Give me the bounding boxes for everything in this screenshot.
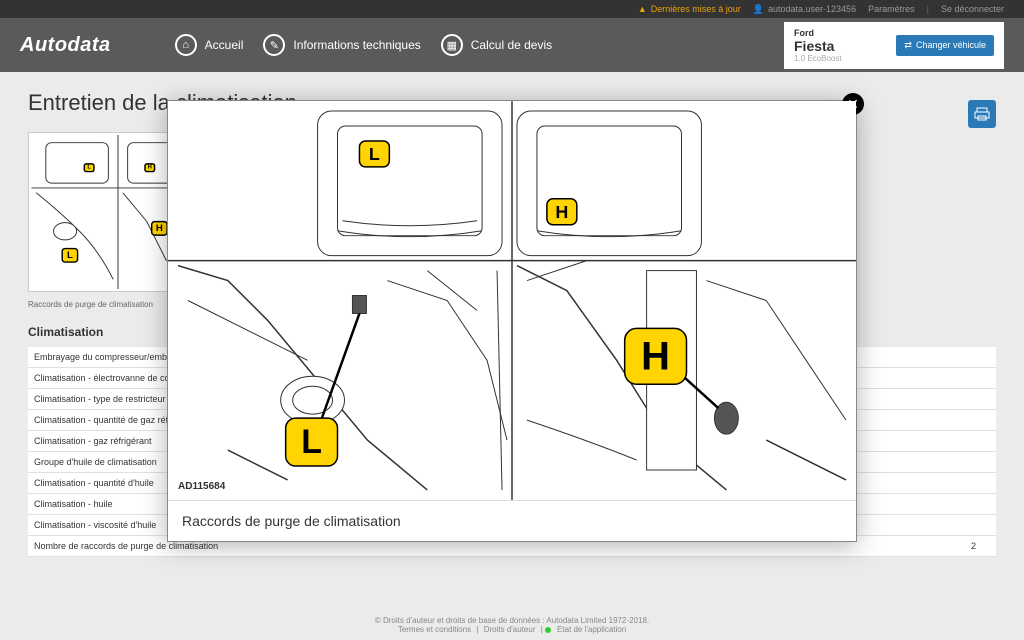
modal-caption: Raccords de purge de climatisation <box>168 501 856 541</box>
svg-text:L: L <box>369 144 380 164</box>
svg-text:L: L <box>301 423 322 461</box>
modal-diagram: L H L H AD115684 <box>168 101 856 501</box>
diagram-modal: ✕ <box>167 100 857 542</box>
svg-text:H: H <box>641 334 670 378</box>
diagram-reference: AD115684 <box>178 481 225 492</box>
modal-backdrop[interactable]: ✕ <box>0 0 1024 640</box>
svg-text:H: H <box>555 202 568 222</box>
